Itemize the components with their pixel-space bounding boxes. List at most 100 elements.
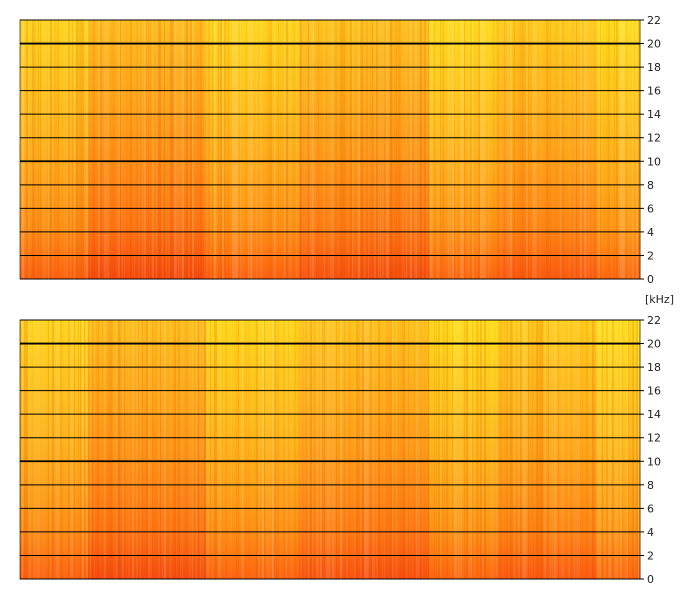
texture-streak [548,20,549,279]
texture-streak [336,20,337,279]
texture-streak [418,320,419,579]
texture-streak [74,320,75,579]
texture-streak [58,20,59,279]
texture-streak [392,20,393,279]
texture-streak [48,20,49,279]
texture-streak [612,20,614,279]
texture-streak [238,20,240,279]
texture-streak [344,320,346,579]
texture-streak [382,20,384,279]
texture-streak [180,320,181,579]
texture-streak [400,320,402,579]
texture-streak [132,20,133,279]
texture-streak [362,320,364,579]
texture-streak [428,320,429,579]
texture-streak [486,20,487,279]
plot-frame [19,319,641,580]
texture-streak [22,20,24,279]
texture-streak [468,20,469,279]
texture-streak [232,320,234,579]
texture-streak [572,320,573,579]
texture-streak [204,320,206,579]
texture-streak [70,20,71,279]
texture-streak [268,20,270,279]
texture-streak [352,20,353,279]
texture-streak [26,20,28,279]
texture-streak [506,20,507,279]
texture-streak [456,20,457,279]
texture-streak [526,20,528,279]
y-tick-label: 18 [647,61,661,74]
texture-streak [48,320,49,579]
texture-streak [604,320,606,579]
texture-streak [580,20,582,279]
texture-streak [54,20,56,279]
texture-streak [46,20,47,279]
texture-streak [540,20,541,279]
texture-streak [136,320,138,579]
texture-streak [586,320,588,579]
texture-streak [402,320,404,579]
texture-streak [462,320,463,579]
y-tick-label: 6 [647,202,654,215]
texture-streak [170,20,172,279]
texture-streak [508,320,509,579]
texture-streak [78,320,79,579]
texture-streak [246,320,247,579]
texture-streak [84,20,86,279]
texture-streak [120,20,121,279]
texture-streak [202,320,204,579]
texture-streak [72,20,73,279]
texture-streak [418,20,420,279]
texture-streak [192,20,194,279]
texture-streak [448,20,449,279]
texture-streak [130,320,132,579]
texture-streak [592,320,594,579]
texture-streak [226,20,227,279]
texture-streak [580,320,581,579]
texture-streak [466,320,468,579]
texture-streak [534,320,536,579]
texture-streak [230,20,231,279]
texture-streak [112,20,114,279]
texture-streak [510,320,512,579]
texture-streak [548,320,549,579]
texture-streak [282,20,283,279]
texture-streak [82,20,84,279]
texture-streak [356,320,358,579]
texture-streak [68,320,70,579]
texture-streak [554,320,556,579]
texture-streak [586,20,587,279]
texture-streak [166,20,167,279]
texture-streak [614,20,615,279]
texture-streak [616,320,618,579]
texture-streak [542,320,543,579]
texture-streak [270,20,272,279]
texture-streak [112,320,113,579]
texture-streak [546,320,547,579]
texture-streak [342,20,344,279]
texture-streak [340,20,342,279]
texture-streak [452,320,453,579]
texture-streak [118,20,120,279]
texture-streak [488,20,489,279]
texture-streak [118,320,120,579]
texture-streak [256,320,258,579]
texture-streak [206,320,208,579]
texture-streak [390,20,392,279]
texture-streak [488,320,490,579]
texture-streak [256,20,258,279]
texture-streak [60,320,62,579]
texture-streak [264,320,265,579]
texture-streak [60,20,61,279]
texture-streak [378,320,380,579]
texture-streak [210,320,211,579]
texture-streak [600,20,601,279]
plot-frame [19,19,641,280]
energy-band [206,20,300,279]
texture-streak [512,320,513,579]
texture-streak [406,20,407,279]
texture-streak [234,320,236,579]
texture-streak [250,20,252,279]
